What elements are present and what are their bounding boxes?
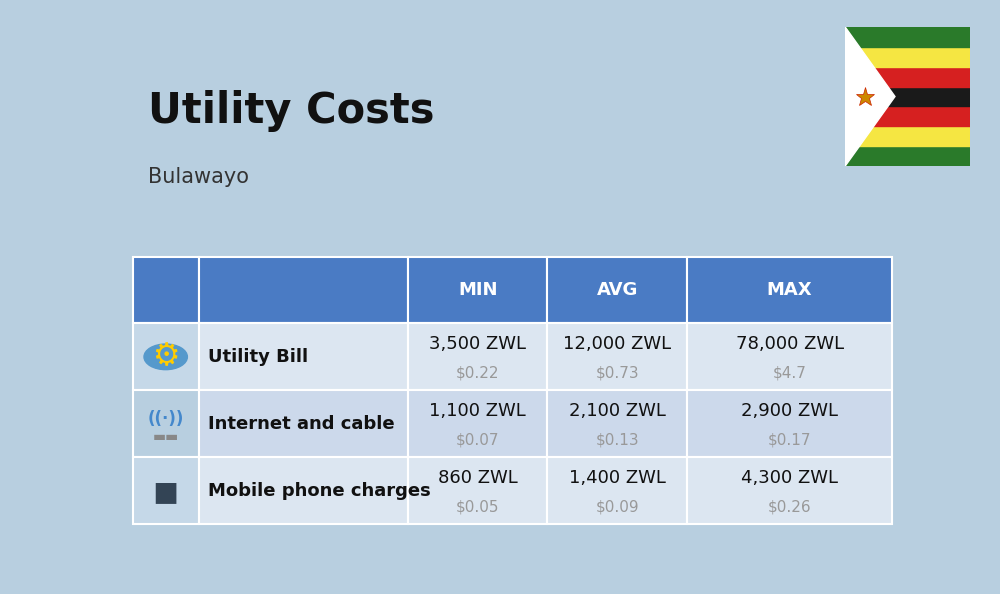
FancyBboxPatch shape xyxy=(547,323,687,390)
Bar xyxy=(845,106,970,127)
Text: Utility Bill: Utility Bill xyxy=(208,348,308,366)
Bar xyxy=(845,87,970,106)
Text: AVG: AVG xyxy=(596,281,638,299)
Text: $4.7: $4.7 xyxy=(773,365,806,380)
Bar xyxy=(845,67,970,87)
Text: 4,300 ZWL: 4,300 ZWL xyxy=(741,469,838,487)
FancyBboxPatch shape xyxy=(133,257,199,323)
FancyBboxPatch shape xyxy=(133,457,199,524)
Text: Bulawayo: Bulawayo xyxy=(148,168,249,187)
FancyBboxPatch shape xyxy=(408,457,547,524)
Text: 2,100 ZWL: 2,100 ZWL xyxy=(569,402,666,420)
FancyBboxPatch shape xyxy=(547,390,687,457)
Text: $0.05: $0.05 xyxy=(456,499,499,514)
Text: 860 ZWL: 860 ZWL xyxy=(438,469,518,487)
FancyBboxPatch shape xyxy=(133,323,199,390)
Text: MIN: MIN xyxy=(458,281,497,299)
FancyBboxPatch shape xyxy=(199,390,408,457)
FancyBboxPatch shape xyxy=(408,323,547,390)
Text: $0.13: $0.13 xyxy=(595,432,639,447)
Text: Utility Costs: Utility Costs xyxy=(148,90,435,132)
FancyBboxPatch shape xyxy=(687,257,892,323)
FancyBboxPatch shape xyxy=(199,457,408,524)
Text: 12,000 ZWL: 12,000 ZWL xyxy=(563,335,671,353)
Text: 2,900 ZWL: 2,900 ZWL xyxy=(741,402,838,420)
FancyBboxPatch shape xyxy=(547,257,687,323)
Text: ▬▬: ▬▬ xyxy=(153,431,179,444)
Text: $0.07: $0.07 xyxy=(456,432,499,447)
FancyBboxPatch shape xyxy=(547,457,687,524)
FancyBboxPatch shape xyxy=(687,457,892,524)
Text: MAX: MAX xyxy=(767,281,812,299)
FancyBboxPatch shape xyxy=(408,257,547,323)
Polygon shape xyxy=(845,27,895,166)
Text: $0.17: $0.17 xyxy=(768,432,811,447)
Text: 3,500 ZWL: 3,500 ZWL xyxy=(429,335,526,353)
Text: 78,000 ZWL: 78,000 ZWL xyxy=(736,335,844,353)
Text: $0.22: $0.22 xyxy=(456,365,499,380)
FancyBboxPatch shape xyxy=(408,390,547,457)
Circle shape xyxy=(144,344,187,369)
Text: $0.09: $0.09 xyxy=(595,499,639,514)
FancyBboxPatch shape xyxy=(199,257,408,323)
Text: ((·)): ((·)) xyxy=(148,410,184,428)
FancyBboxPatch shape xyxy=(687,323,892,390)
Bar xyxy=(845,27,970,47)
Bar xyxy=(845,47,970,67)
FancyBboxPatch shape xyxy=(687,390,892,457)
Text: 1,100 ZWL: 1,100 ZWL xyxy=(429,402,526,420)
Text: 1,400 ZWL: 1,400 ZWL xyxy=(569,469,666,487)
Text: ⚙: ⚙ xyxy=(152,342,179,371)
Bar xyxy=(845,127,970,146)
Text: ▪: ▪ xyxy=(152,470,180,511)
Text: $0.26: $0.26 xyxy=(768,499,811,514)
Text: Internet and cable: Internet and cable xyxy=(208,415,395,433)
Bar xyxy=(845,146,970,166)
Text: Mobile phone charges: Mobile phone charges xyxy=(208,482,431,500)
Text: $0.73: $0.73 xyxy=(595,365,639,380)
FancyBboxPatch shape xyxy=(199,323,408,390)
FancyBboxPatch shape xyxy=(133,390,199,457)
